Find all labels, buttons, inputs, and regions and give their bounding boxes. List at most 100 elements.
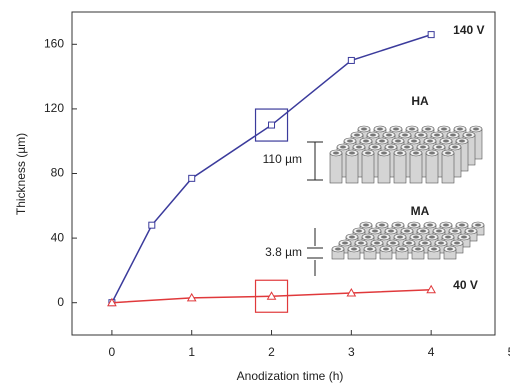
annotation: MA [411,204,430,218]
pore-column [409,152,423,184]
pore-hole [413,235,419,239]
pore-hole [466,133,472,137]
pore-hole [447,247,453,251]
pore-column [361,152,375,184]
pore-hole [427,139,433,143]
pore-hole [397,151,403,155]
x-tick-label: 3 [348,345,355,359]
series-line [111,33,432,304]
pore-hole [436,229,442,233]
pore-hole [411,139,417,143]
y-tick-label: 160 [44,36,64,50]
pore-hole [370,133,376,137]
pore-hole [445,151,451,155]
pore-hole [427,223,433,227]
series-label: 40 V [453,278,478,292]
pore-hole [415,247,421,251]
y-tick-label: 0 [57,295,64,309]
pore-hole [420,145,426,149]
pore-hole [450,133,456,137]
point-marker [188,174,196,182]
annotation: HA [411,94,429,108]
point-marker [268,121,276,129]
pore-hole [399,247,405,251]
pore-hole [475,223,481,227]
pore-hole [420,229,426,233]
series-label: 140 V [453,23,484,37]
pore-hole [406,241,412,245]
point-marker [186,292,197,302]
y-tick-label: 40 [51,230,65,244]
pore-hole [438,241,444,245]
pore-hole [365,235,371,239]
pore-hole [468,229,474,233]
pore-hole [372,229,378,233]
pore-hole [459,139,465,143]
pore-hole [388,229,394,233]
pore-hole [445,235,451,239]
pore-hole [342,241,348,245]
pore-column [329,152,343,184]
pore-hole [393,127,399,131]
pore-hole [434,133,440,137]
pore-column [345,152,359,184]
pore-hole [377,127,383,131]
x-tick-label: 2 [268,345,275,359]
y-tick-label: 80 [51,166,65,180]
point-marker [426,284,437,294]
pore-hole [461,235,467,239]
y-axis-label: Thickness (µm) [14,133,28,215]
pore-hole [381,235,387,239]
pore-hole [452,145,458,149]
pore-hole [379,139,385,143]
pore-hole [390,241,396,245]
x-tick-label: 4 [428,345,435,359]
pore-hole [457,127,463,131]
y-tick-label: 120 [44,101,64,115]
highlight-box [254,279,289,313]
pore-hole [383,247,389,251]
pore-hole [404,145,410,149]
point-marker [107,297,117,307]
pore-hole [347,139,353,143]
annotation: 3.8 µm [265,245,302,259]
pore-hole [418,133,424,137]
pore-hole [395,223,401,227]
pore-hole [395,139,401,143]
pore-column [425,152,439,184]
pore-hole [372,145,378,149]
pore-hole [388,145,394,149]
pore-column [441,152,455,184]
pore-hole [413,151,419,155]
pore-hole [354,133,360,137]
pore-hole [436,145,442,149]
x-tick-label: 1 [188,345,195,359]
pore-hole [429,235,435,239]
pore-hole [363,139,369,143]
pore-hole [351,247,357,251]
x-tick-label: 0 [109,345,116,359]
x-tick-label: 5 [508,345,510,359]
pore-hole [367,247,373,251]
pore-hole [356,145,362,149]
pore-hole [363,223,369,227]
pore-column [393,152,407,184]
pore-hole [452,229,458,233]
annotation: 110 µm [263,152,302,166]
pore-hole [381,151,387,155]
pore-hole [365,151,371,155]
pore-hole [454,241,460,245]
pore-hole [429,151,435,155]
pore-hole [349,235,355,239]
pore-hole [411,223,417,227]
pore-column [377,152,391,184]
pore-hole [361,127,367,131]
pore-hole [340,145,346,149]
pore-hole [386,133,392,137]
point-marker [427,31,435,39]
point-marker [346,288,357,297]
pore-illustrations [307,125,485,276]
pore-hole [402,133,408,137]
pore-hole [356,229,362,233]
